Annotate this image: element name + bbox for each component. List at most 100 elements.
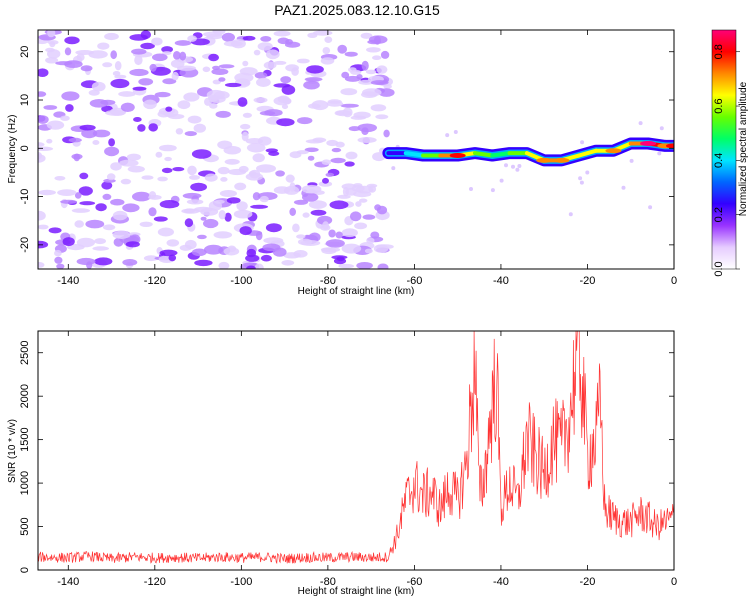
noise-blob [376,65,388,74]
noise-blob [110,78,130,89]
spectrogram-x-label: Height of straight line (km) [298,286,415,297]
spectrogram-x-ticks: -140 -120 -100 -80 -60 -40 -20 0 [57,30,677,287]
snr-x-tick-label: -100 [230,576,252,588]
noise-blob [254,263,264,269]
noise-blob [344,51,358,57]
snr-x-tick-label: -80 [320,576,336,588]
noise-blob [165,106,173,112]
noise-blob [224,158,240,165]
noise-blob [172,167,185,172]
noise-blob [78,186,93,196]
noise-blob [102,62,113,68]
noise-blob [341,228,358,238]
noise-blob [344,161,355,167]
noise-blob [194,206,213,213]
spectrogram-x-tick-label: 0 [671,275,677,287]
noise-blob [291,67,299,76]
noise-blob [95,203,107,212]
noise-blob [171,71,179,81]
noise-blob [304,77,323,82]
spectrogram-x-tick-label: -80 [320,275,336,287]
noise-blob [73,153,81,162]
noise-blob [263,61,277,69]
noise-blob [214,199,225,204]
noise-blob [200,216,207,221]
noise-blob [336,256,345,262]
noise-blob [273,83,291,88]
noise-blob [275,170,285,177]
snr-y-tick-label: 500 [19,517,31,535]
noise-blob [337,194,351,199]
noise-blob [629,158,634,163]
noise-region [38,30,664,269]
noise-blob [157,176,168,182]
snr-x-tick-label: -40 [493,576,509,588]
snr-y-tick-label: 2500 [19,340,31,364]
noise-blob [46,138,53,144]
noise-blob [140,42,155,50]
noise-blob [242,60,249,67]
noise-blob [326,139,339,147]
noise-blob [340,103,359,108]
noise-blob [364,248,373,254]
noise-blob [88,89,100,96]
noise-blob [324,36,333,43]
noise-blob [344,75,361,82]
noise-blob [38,68,49,77]
noise-blob [89,99,109,108]
noise-blob [256,164,276,173]
noise-blob [648,205,653,210]
noise-blob [293,199,309,205]
noise-blob [318,181,333,187]
snr-x-ticks: -140 -120 -100 -80 -60 -40 -20 0 [57,331,677,588]
noise-blob [223,247,240,256]
noise-blob [119,159,139,167]
noise-blob [320,57,335,65]
noise-blob [273,30,291,37]
snr-y-ticks: 0 500 1000 1500 2000 2500 [19,340,674,573]
noise-blob [92,140,100,145]
noise-blob [370,231,380,239]
noise-blob [134,55,143,66]
noise-blob [187,115,202,124]
noise-blob [122,203,140,213]
noise-blob [289,207,297,216]
snr-panel: -140 -120 -100 -80 -60 -40 -20 0 0 500 1000 1500 20… [7,330,677,597]
noise-blob [372,152,386,162]
noise-blob [80,65,93,72]
noise-blob [238,165,249,173]
snr-x-tick-label: -120 [144,576,166,588]
noise-blob [317,215,333,225]
spectrogram-plot-area [38,30,674,269]
noise-blob [110,50,117,60]
noise-blob [307,32,318,38]
noise-blob [137,124,146,132]
colorbar-tick-label: 0.6 [713,98,725,113]
noise-blob [218,261,230,269]
noise-blob [367,39,381,45]
noise-blob [54,256,63,264]
noise-blob [92,129,111,138]
noise-blob [46,120,65,130]
noise-blob [254,72,268,79]
noise-blob [296,58,310,64]
noise-blob [242,35,256,41]
noise-blob [310,209,327,216]
noise-blob [359,198,368,203]
noise-blob [202,66,211,73]
noise-blob [306,65,324,74]
noise-blob [241,131,249,142]
noise-blob [366,47,381,53]
noise-blob [190,182,208,192]
noise-blob [208,53,220,62]
noise-blob [112,230,131,239]
noise-blob [504,163,508,168]
noise-blob [38,189,56,196]
noise-blob [133,117,142,122]
noise-blob [325,172,335,177]
noise-blob [148,191,157,199]
noise-blob [246,265,256,269]
noise-blob [312,137,327,143]
noise-blob [191,248,207,257]
noise-blob [453,130,458,134]
